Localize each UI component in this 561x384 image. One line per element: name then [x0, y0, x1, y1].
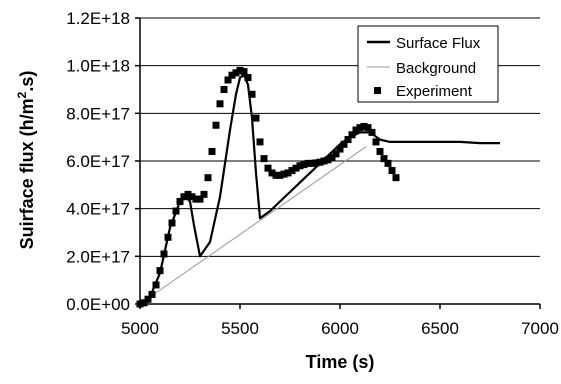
data-point-experiment-0 — [136, 300, 144, 308]
data-point-experiment-31 — [260, 155, 268, 163]
legend-label-surface-flux: Surface Flux — [396, 35, 481, 52]
x-tick-label-0: 5000 — [121, 319, 159, 338]
y-axis-title-prefix: Suirface flux (h/m — [17, 98, 37, 249]
y-axis-title-suffix: .s) — [17, 71, 37, 92]
data-point-experiment-5 — [156, 267, 164, 275]
series-group — [136, 66, 500, 308]
data-point-experiment-39 — [292, 164, 300, 172]
data-point-experiment-6 — [160, 250, 168, 258]
series-line-background — [139, 146, 367, 305]
data-point-experiment-28 — [248, 90, 256, 98]
data-point-experiment-4 — [152, 281, 160, 289]
data-point-experiment-32 — [264, 164, 272, 172]
y-tick-label-2: 4.0E+17 — [66, 200, 130, 219]
data-point-experiment-35 — [276, 171, 284, 179]
data-point-experiment-54 — [352, 126, 360, 134]
data-point-experiment-24 — [232, 69, 240, 77]
x-axis-title: Time (s) — [306, 352, 375, 372]
data-point-experiment-42 — [304, 159, 312, 167]
legend-label-background: Background — [396, 60, 476, 77]
data-point-experiment-62 — [384, 159, 392, 167]
data-point-experiment-57 — [364, 124, 372, 132]
data-point-experiment-19 — [212, 121, 220, 129]
data-point-experiment-25 — [236, 66, 244, 74]
data-point-experiment-23 — [228, 71, 236, 79]
data-point-experiment-58 — [368, 128, 376, 136]
data-point-experiment-13 — [188, 193, 196, 201]
data-point-experiment-38 — [288, 167, 296, 175]
x-tick-label-4: 7000 — [521, 319, 559, 338]
data-point-experiment-12 — [184, 190, 192, 198]
data-point-experiment-22 — [224, 76, 232, 84]
data-point-experiment-46 — [320, 157, 328, 165]
data-point-experiment-49 — [332, 150, 340, 158]
series-markers-experiment — [136, 66, 400, 308]
legend: Surface Flux Background Experiment — [357, 25, 499, 103]
data-point-experiment-33 — [268, 169, 276, 177]
data-point-experiment-64 — [392, 174, 400, 182]
data-point-experiment-18 — [208, 147, 216, 155]
data-point-experiment-27 — [244, 74, 252, 82]
data-point-experiment-16 — [200, 190, 208, 198]
data-point-experiment-11 — [180, 193, 188, 201]
data-point-experiment-29 — [252, 114, 260, 122]
data-point-experiment-37 — [284, 169, 292, 177]
data-point-experiment-56 — [360, 122, 368, 130]
data-point-experiment-9 — [172, 207, 180, 215]
data-point-experiment-60 — [376, 147, 384, 155]
axes — [135, 17, 541, 309]
data-point-experiment-30 — [256, 138, 264, 146]
series-line-surface-flux — [139, 74, 500, 305]
data-point-experiment-50 — [336, 145, 344, 153]
gridlines — [140, 17, 540, 257]
data-point-experiment-10 — [176, 198, 184, 206]
data-point-experiment-59 — [372, 138, 380, 146]
data-point-experiment-43 — [308, 159, 316, 167]
y-tick-label-5: 1.0E+18 — [66, 57, 130, 76]
data-point-experiment-14 — [192, 195, 200, 203]
data-point-experiment-40 — [296, 162, 304, 170]
data-point-experiment-20 — [216, 100, 224, 108]
tick-labels: 0.0E+00 2.0E+17 4.0E+17 6.0E+17 8.0E+17 1.0E+… — [66, 9, 559, 338]
data-point-experiment-8 — [168, 219, 176, 227]
y-tick-label-3: 6.0E+17 — [66, 152, 130, 171]
data-point-experiment-17 — [204, 174, 212, 182]
y-axis-title-superscript: 2 — [15, 91, 29, 98]
x-tick-label-1: 5500 — [221, 319, 259, 338]
data-point-experiment-61 — [380, 155, 388, 163]
data-point-experiment-15 — [196, 195, 204, 203]
data-point-experiment-2 — [144, 295, 152, 303]
x-tick-label-3: 6500 — [421, 319, 459, 338]
data-point-experiment-26 — [240, 68, 248, 76]
data-point-experiment-55 — [356, 124, 364, 132]
data-point-experiment-47 — [324, 156, 332, 164]
data-point-experiment-48 — [328, 153, 336, 161]
data-point-experiment-7 — [164, 233, 172, 241]
data-point-experiment-45 — [316, 158, 324, 166]
data-point-experiment-1 — [140, 299, 148, 307]
legend-swatch-experiment — [374, 87, 381, 94]
y-tick-label-4: 8.0E+17 — [66, 104, 130, 123]
data-point-experiment-3 — [148, 290, 156, 298]
data-point-experiment-36 — [280, 170, 288, 178]
data-point-experiment-41 — [300, 161, 308, 169]
data-point-experiment-44 — [312, 159, 320, 167]
x-tick-label-2: 6000 — [321, 319, 359, 338]
data-point-experiment-34 — [272, 171, 280, 179]
y-tick-label-0: 0.0E+00 — [66, 295, 130, 314]
data-point-experiment-21 — [220, 86, 228, 93]
y-axis-title: Suirface flux (h/m2.s) — [15, 71, 37, 250]
data-point-experiment-63 — [388, 167, 396, 175]
legend-label-experiment: Experiment — [396, 83, 473, 100]
y-tick-label-6: 1.2E+18 — [66, 9, 130, 28]
legend-box — [357, 25, 499, 103]
data-point-experiment-51 — [340, 140, 348, 148]
data-point-experiment-52 — [344, 136, 352, 144]
y-tick-label-1: 2.0E+17 — [66, 247, 130, 266]
data-point-experiment-53 — [348, 131, 356, 139]
